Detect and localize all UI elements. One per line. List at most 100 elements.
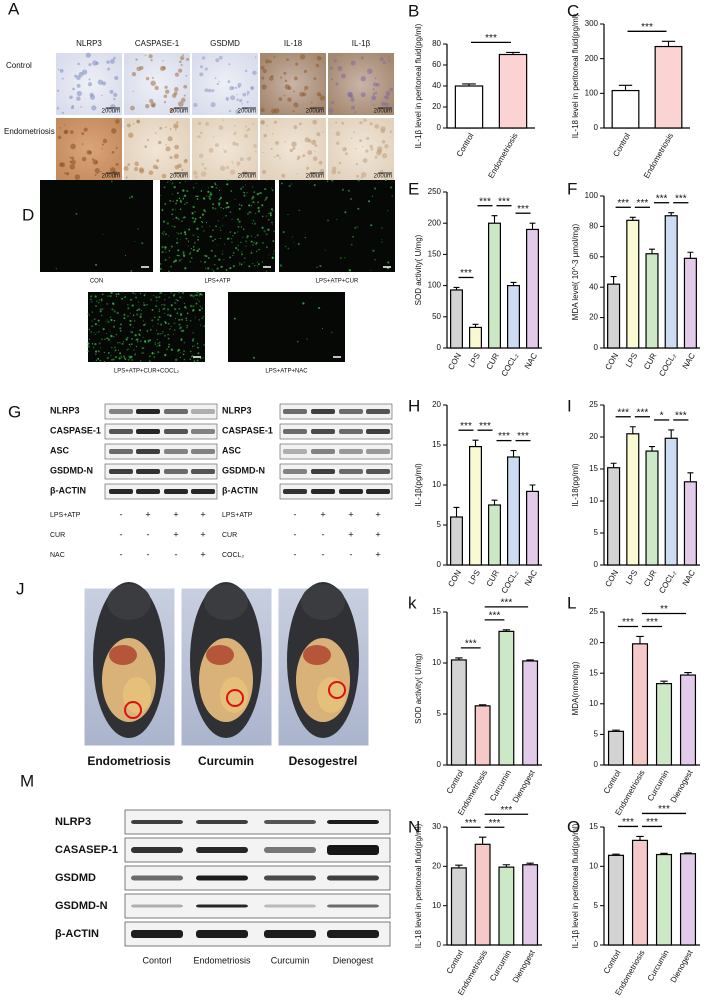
protein-label: β-ACTIN [50, 485, 86, 495]
signal-dot [99, 359, 102, 362]
signal-dot [197, 352, 200, 355]
signal-dot [252, 201, 255, 203]
stain-dot [244, 133, 249, 139]
treatment-sign: + [320, 509, 325, 519]
signal-dot [149, 339, 152, 341]
signal-dot [167, 308, 169, 311]
signal-dot [248, 204, 251, 207]
stain-dot [373, 82, 378, 87]
scale-bar-label: 200um [102, 174, 120, 180]
signal-dot [116, 311, 119, 315]
blot-band [311, 409, 335, 414]
significance-label: *** [465, 818, 477, 829]
stain-dot [292, 146, 296, 150]
lesion-marker [226, 689, 244, 707]
signal-dot [159, 333, 161, 335]
signal-dot [194, 345, 196, 347]
signal-dot [266, 179, 268, 181]
signal-dot [232, 251, 235, 254]
signal-dot [136, 309, 139, 312]
stain-dot [265, 59, 270, 64]
stain-dot [389, 87, 394, 92]
bar-chart: OIL-1β level in peritoneal fluid(pg/ml) 0… [567, 804, 700, 997]
signal-dot [106, 337, 109, 340]
signal-dot [191, 212, 194, 215]
signal-dot [171, 182, 174, 185]
signal-dot [130, 195, 134, 198]
significance-label: *** [641, 22, 653, 33]
signal-dot [157, 318, 160, 321]
stain-dot [230, 95, 236, 101]
signal-dot [146, 329, 148, 332]
stain-dot [113, 97, 116, 101]
signal-dot [245, 245, 247, 247]
signal-dot [250, 204, 253, 207]
bar [679, 853, 697, 946]
treatment-sign: - [322, 549, 325, 559]
signal-dot [117, 342, 119, 344]
stain-dot [360, 92, 366, 98]
signal-dot [195, 195, 197, 198]
signal-dot [257, 206, 260, 210]
signal-dot [220, 265, 223, 268]
signal-dot [255, 213, 257, 215]
stain-dot [149, 98, 154, 103]
y-tick-label: 0 [437, 123, 442, 132]
error-bar [610, 276, 617, 285]
signal-dot [203, 343, 206, 346]
signal-dot [254, 264, 256, 267]
significance-label: *** [622, 617, 634, 628]
signal-dot [177, 217, 179, 220]
signal-dot [160, 323, 163, 326]
error-bar [455, 864, 463, 868]
signal-dot [272, 210, 274, 212]
blot-band [339, 469, 363, 474]
signal-dot [174, 293, 176, 295]
signal-dot [176, 241, 179, 244]
signal-dot [123, 355, 125, 357]
blot-band [109, 449, 133, 454]
x-tick-label: NAC [681, 568, 697, 587]
scale-bar-label: 200um [170, 174, 188, 180]
stain-dot [99, 171, 102, 173]
signal-dot [120, 323, 122, 326]
signal-dot [110, 355, 112, 357]
error-bar [502, 629, 511, 632]
signal-dot [381, 241, 383, 243]
treatment-label: COCL₂ [222, 552, 244, 559]
blot-band [131, 847, 183, 853]
treatment-sign: + [348, 529, 353, 539]
stain-dot [228, 109, 232, 113]
signal-dot [137, 228, 139, 230]
signal-dot [113, 346, 117, 349]
stain-dot [340, 73, 346, 79]
signal-dot [220, 207, 222, 209]
signal-dot [261, 204, 264, 207]
x-tick-label: CUR [642, 568, 659, 588]
signal-dot [99, 308, 102, 311]
stain-dot [235, 109, 241, 115]
signal-dot [261, 261, 264, 263]
signal-dot [357, 179, 360, 182]
signal-dot [352, 236, 355, 238]
signal-dot [167, 345, 170, 348]
blot-strip [104, 443, 218, 460]
signal-dot [161, 245, 164, 249]
signal-dot [201, 226, 203, 228]
bar [626, 219, 640, 349]
signal-dot [164, 258, 167, 261]
signal-dot [146, 303, 148, 306]
signal-dot [129, 320, 132, 322]
signal-dot [209, 191, 212, 194]
signal-dot [233, 232, 236, 235]
signal-dot [178, 254, 180, 257]
signal-dot [132, 326, 134, 328]
signal-dot [227, 179, 229, 181]
stain-dot [293, 90, 295, 93]
signal-dot [160, 263, 162, 265]
y-axis-label: IL-18(pg/ml) [571, 463, 580, 506]
stain-dot [179, 60, 182, 64]
signal-dot [271, 208, 273, 211]
bar [611, 89, 640, 129]
signal-dot [186, 201, 188, 204]
